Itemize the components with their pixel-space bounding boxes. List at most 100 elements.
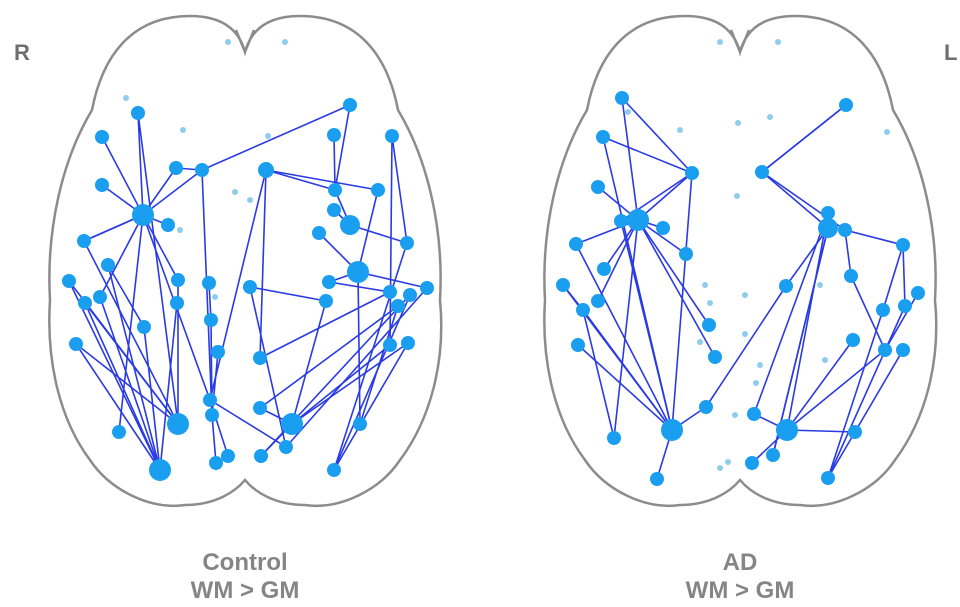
node [821,206,835,220]
minor-node [732,412,738,418]
minor-node [247,197,253,203]
node [383,285,397,299]
node [161,218,175,232]
minor-node [697,339,703,345]
minor-node [265,133,271,139]
node [254,449,268,463]
node [656,221,670,235]
minor-node [717,39,723,45]
node [607,431,621,445]
node [195,163,209,177]
panel-title: AD [723,549,758,576]
node [209,456,223,470]
node [400,236,414,250]
node [596,130,610,144]
connection [334,135,335,190]
node [78,296,92,310]
node [898,299,912,313]
page: R L Control WM > GM AD WM > GM (() => { … [0,0,960,607]
node [281,413,303,435]
brain-panel [49,16,441,506]
minor-node [677,127,683,133]
minor-node [225,39,231,45]
node [821,471,835,485]
node [171,273,185,287]
minor-node [742,292,748,298]
node [597,262,611,276]
node [699,400,713,414]
node [679,247,693,261]
minor-node [742,331,748,337]
minor-node [702,282,708,288]
node [221,449,235,463]
node [243,280,257,294]
node [69,337,83,351]
node [149,459,171,481]
node [62,274,76,288]
node [170,296,184,310]
brain-panel [544,16,936,506]
minor-node [717,465,723,471]
panel-subtitle: WM > GM [191,577,300,604]
node [627,209,649,231]
node [569,237,583,251]
node [876,303,890,317]
node [95,130,109,144]
node [253,351,267,365]
node [340,215,360,235]
hemisphere-label: R [14,40,30,65]
node [615,91,629,105]
node [112,425,126,439]
node [614,214,628,228]
minor-node [123,95,129,101]
node [202,276,216,290]
node [844,269,858,283]
node [383,338,397,352]
node [838,223,852,237]
panel-subtitle: WM > GM [686,577,795,604]
node [319,294,333,308]
node [93,290,107,304]
node [169,161,183,175]
node [576,303,590,317]
node [204,313,218,327]
node [747,407,761,421]
node [353,417,367,431]
node [327,203,341,217]
minor-node [177,227,183,233]
minor-node [734,193,740,199]
node [132,204,154,226]
node [327,128,341,142]
minor-node [282,39,288,45]
node [591,180,605,194]
node [878,343,892,357]
node [327,463,341,477]
node [755,165,769,179]
node [818,218,838,238]
minor-node [625,109,631,115]
node [137,320,151,334]
node [322,275,336,289]
node [167,413,189,435]
node [258,162,274,178]
brain-outline [544,16,936,506]
node [420,281,434,295]
minor-node [735,120,741,126]
node [745,456,759,470]
node [650,472,664,486]
node [279,440,293,454]
node [101,258,115,272]
minor-node [817,282,823,288]
minor-node [725,459,731,465]
node [685,166,699,180]
node [911,286,925,300]
node [371,183,385,197]
node [401,336,415,350]
node [591,294,605,308]
minor-node [180,127,186,133]
node [253,401,267,415]
node [779,279,793,293]
node [211,345,225,359]
node [205,408,219,422]
node [347,261,369,283]
